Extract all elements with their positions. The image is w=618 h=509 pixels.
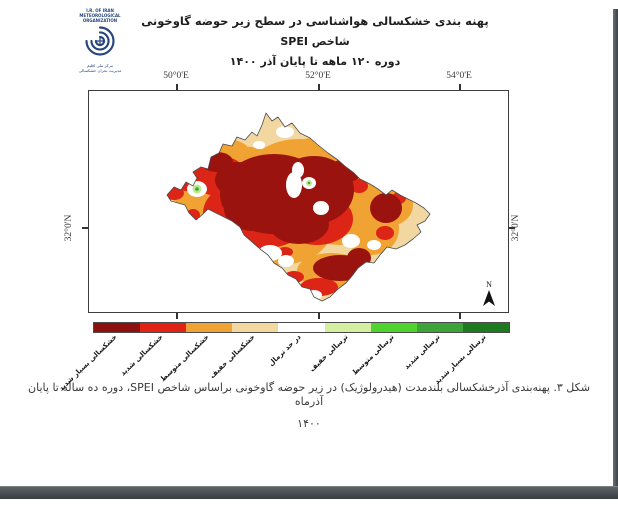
axis-tick — [176, 84, 178, 90]
legend-swatch — [94, 323, 141, 332]
legend-swatch — [416, 323, 463, 332]
org-persian-line: مرکز ملی اقلیم — [86, 63, 114, 68]
basin-outline — [166, 112, 431, 302]
legend-swatch — [140, 323, 187, 332]
legend-swatch — [278, 323, 325, 332]
org-logo: I.R. OF IRAN METEOROLOGICAL ORGANIZATION… — [60, 8, 140, 73]
axis-tick — [459, 84, 461, 90]
wet-spot — [192, 180, 312, 194]
map-title: پهنه بندی خشکسالی هواشناسی در سطح زیر حو… — [141, 14, 489, 28]
org-name-line: I.R. OF IRAN — [86, 8, 114, 13]
caption-line1: شکل ۳. پهنه‌بندی آذرخشکسالی بلندمدت (هید… — [28, 381, 590, 408]
map-title-block: پهنه بندی خشکسالی هواشناسی در سطح زیر حو… — [140, 14, 490, 68]
axis-tick — [318, 313, 320, 319]
axis-tick — [459, 313, 461, 319]
drought-map: N — [166, 112, 495, 306]
legend-swatch — [186, 323, 233, 332]
axis-tick — [509, 227, 515, 229]
org-name-line: METEOROLOGICAL — [79, 13, 121, 18]
x-axis-label: 50°0'E — [163, 71, 189, 81]
window-bottom-edge — [0, 486, 618, 499]
north-arrow-label: N — [486, 280, 492, 289]
legend-swatch — [232, 323, 279, 332]
map-period-title: دوره ۱۲۰ ماهه تا پایان آذر ۱۴۰۰ — [229, 55, 401, 68]
caption-line2: ۱۴۰۰ — [297, 417, 321, 430]
x-axis-label: 52°0'E — [305, 71, 331, 81]
legend-swatch — [324, 323, 371, 332]
axis-tick — [318, 84, 320, 90]
org-persian-line: مدیریت بحران خشکسالی — [78, 68, 122, 73]
x-axis-label: 54°0'E — [446, 71, 472, 81]
legend-swatch — [462, 323, 509, 332]
legend-bar — [93, 322, 510, 333]
north-arrow-icon: N — [483, 280, 495, 306]
figure-caption: شکل ۳. پهنه‌بندی آذرخشکسالی بلندمدت (هید… — [20, 381, 598, 431]
legend-swatch — [370, 323, 417, 332]
map-frame: N — [88, 90, 509, 313]
org-name-line: ORGANIZATION — [82, 18, 118, 23]
map-index-title: شاخص SPEI — [280, 35, 350, 48]
spiral-logo-icon — [85, 26, 115, 56]
window-right-edge — [613, 9, 618, 486]
axis-tick — [176, 313, 178, 319]
axis-tick — [82, 227, 88, 229]
y-axis-label-left: 32°0'N — [64, 214, 74, 242]
